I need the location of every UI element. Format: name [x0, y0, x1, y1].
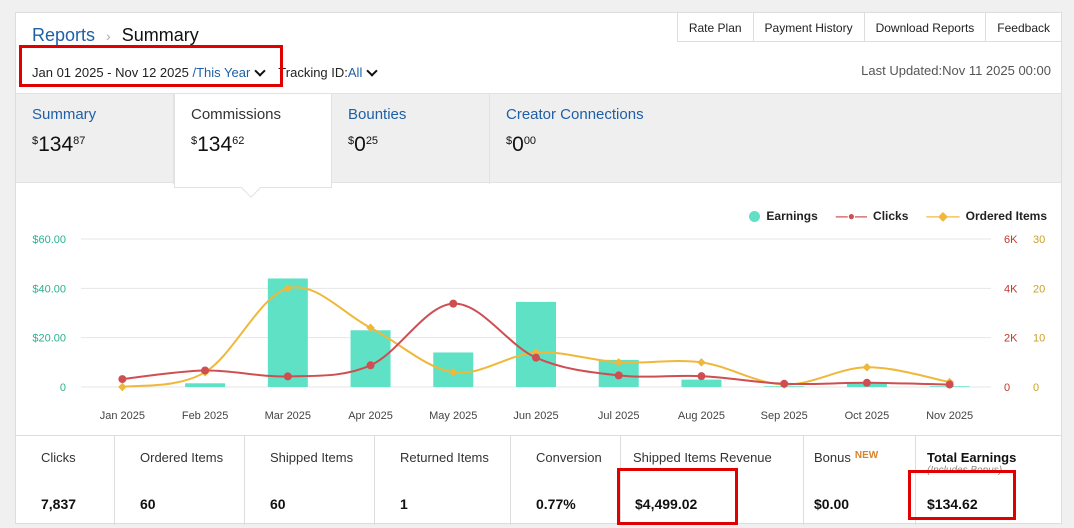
left-axis-tick: $20.00	[32, 333, 66, 345]
tab-amount: $13487	[32, 133, 86, 156]
stat-shipped-items: Shipped Items 60	[245, 436, 375, 525]
ordered-line-icon: —◆—	[926, 209, 960, 223]
x-axis-tick: Nov 2025	[926, 410, 973, 422]
right-axis-tick: 2K	[1004, 333, 1018, 345]
earnings-bar	[681, 379, 722, 387]
right2-axis-tick: 10	[1033, 333, 1045, 345]
new-badge: NEW	[854, 450, 879, 461]
x-axis-tick: Sep 2025	[761, 410, 808, 422]
stat-returned-items: Returned Items 1	[375, 436, 511, 525]
last-updated: Last Updated:Nov 11 2025 00:00	[861, 63, 1051, 78]
x-axis-tick: Aug 2025	[678, 410, 725, 422]
x-axis-tick: Feb 2025	[182, 410, 228, 422]
reports-panel: Reports › Summary Rate Plan Payment Hist…	[15, 12, 1062, 525]
clicks-point	[614, 371, 623, 380]
date-range-selector[interactable]: Jan 01 2025 - Nov 12 2025 /This Year	[32, 65, 250, 80]
earnings-bar	[267, 278, 308, 387]
stats-row: Clicks 7,837 Ordered Items 60 Shipped Item…	[16, 435, 1061, 525]
x-axis-tick: May 2025	[429, 410, 477, 422]
ordered-items-point	[118, 382, 127, 392]
stat-shipped-revenue: Shipped Items Revenue $4,499.02	[621, 436, 804, 525]
tab-label: Summary	[32, 106, 97, 123]
stat-bonus: Bonus NEW $0.00	[804, 436, 916, 525]
right-axis-tick: 6K	[1004, 234, 1018, 246]
x-axis-tick: Mar 2025	[265, 410, 311, 422]
ordered-items-point	[366, 323, 375, 333]
earnings-bar	[516, 301, 556, 387]
legend-earnings[interactable]: Earnings	[749, 209, 818, 223]
clicks-point	[283, 372, 292, 381]
clicks-point	[201, 366, 210, 375]
right2-axis-tick: 0	[1033, 382, 1039, 394]
clicks-point	[945, 380, 954, 389]
clicks-point	[780, 379, 789, 388]
breadcrumb-reports-link[interactable]: Reports	[32, 25, 96, 45]
left-axis-tick: 0	[60, 382, 66, 394]
clicks-point	[366, 361, 375, 370]
feedback-button[interactable]: Feedback	[985, 12, 1062, 42]
tab-amount: $13462	[191, 133, 245, 156]
x-axis-tick: Jun 2025	[513, 410, 558, 422]
tab-creator-connections[interactable]: Creator Connections $000	[490, 94, 670, 184]
legend-clicks[interactable]: —●— Clicks	[835, 209, 909, 223]
highlight-date-range	[19, 45, 283, 87]
breadcrumb: Reports › Summary	[32, 25, 199, 46]
tab-label: Bounties	[348, 106, 407, 123]
clicks-point	[697, 372, 706, 381]
ordered-items-point	[283, 284, 293, 293]
download-reports-button[interactable]: Download Reports	[863, 12, 987, 42]
earnings-dot-icon	[749, 210, 761, 222]
stat-ordered-items: Ordered Items 60	[115, 436, 245, 525]
ordered-items-line	[122, 286, 950, 388]
ordered-items-point	[697, 358, 706, 367]
clicks-line-icon: —●—	[835, 209, 868, 223]
rate-plan-button[interactable]: Rate Plan	[676, 12, 754, 42]
payment-history-button[interactable]: Payment History	[752, 12, 865, 42]
legend-ordered-items[interactable]: —◆— Ordered Items	[926, 209, 1047, 223]
x-axis-tick: Apr 2025	[348, 410, 393, 422]
highlight-revenue	[617, 468, 738, 525]
right2-axis-tick: 30	[1033, 234, 1045, 246]
tracking-id-selector[interactable]: Tracking ID:All	[278, 65, 362, 80]
clicks-point	[118, 375, 127, 384]
x-axis-tick: Jul 2025	[598, 410, 640, 422]
left-axis-tick: $60.00	[32, 234, 66, 246]
ordered-items-point	[862, 363, 872, 372]
left-axis-tick: $40.00	[32, 283, 66, 295]
stat-conversion: Conversion 0.77%	[511, 436, 621, 525]
tab-amount: $000	[506, 133, 537, 156]
date-filter-bar: Jan 01 2025 - Nov 12 2025 /This Year Tra…	[32, 64, 382, 80]
x-axis-tick: Oct 2025	[845, 410, 890, 422]
top-nav: Rate Plan Payment History Download Repor…	[676, 12, 1062, 42]
page-title: Summary	[121, 25, 199, 45]
x-axis-tick: Jan 2025	[100, 410, 145, 422]
highlight-total-earnings	[908, 470, 1016, 520]
tab-label: Commissions	[191, 106, 282, 123]
ordered-items-point	[449, 367, 458, 377]
tab-commissions[interactable]: Commissions $13462	[174, 94, 332, 188]
clicks-point	[862, 378, 871, 387]
stat-clicks: Clicks 7,837	[16, 436, 115, 525]
tracking-id-value[interactable]: All	[347, 65, 363, 80]
chevron-down-icon[interactable]	[366, 64, 379, 77]
summary-tabs: Summary $13487 Commissions $13462 Bounti…	[16, 93, 1061, 188]
tab-label: Creator Connections	[506, 106, 644, 123]
earnings-bar	[350, 330, 391, 387]
clicks-point	[532, 353, 540, 362]
right2-axis-tick: 20	[1033, 283, 1045, 295]
tab-amount: $025	[348, 133, 379, 156]
right-axis-tick: 0	[1004, 382, 1010, 394]
date-preset-link[interactable]: /This Year	[192, 65, 251, 80]
tracking-id-label: Tracking ID:	[278, 65, 348, 80]
earnings-chart: 0 $20.00 $40.00 $60.00 0 2K 4K 6K 0 10 20 30 Jan 202…	[32, 234, 1045, 422]
breadcrumb-separator-icon: ›	[106, 28, 111, 44]
clicks-point	[449, 299, 458, 308]
right-axis-tick: 4K	[1004, 283, 1018, 295]
date-range-text: Jan 01 2025 - Nov 12 2025	[32, 65, 189, 80]
tab-summary[interactable]: Summary $13487	[16, 94, 174, 184]
earnings-bar	[185, 383, 226, 387]
tab-bounties[interactable]: Bounties $025	[332, 94, 490, 184]
chart-legend: Earnings —●— Clicks —◆— Ordered Items	[749, 209, 1047, 223]
